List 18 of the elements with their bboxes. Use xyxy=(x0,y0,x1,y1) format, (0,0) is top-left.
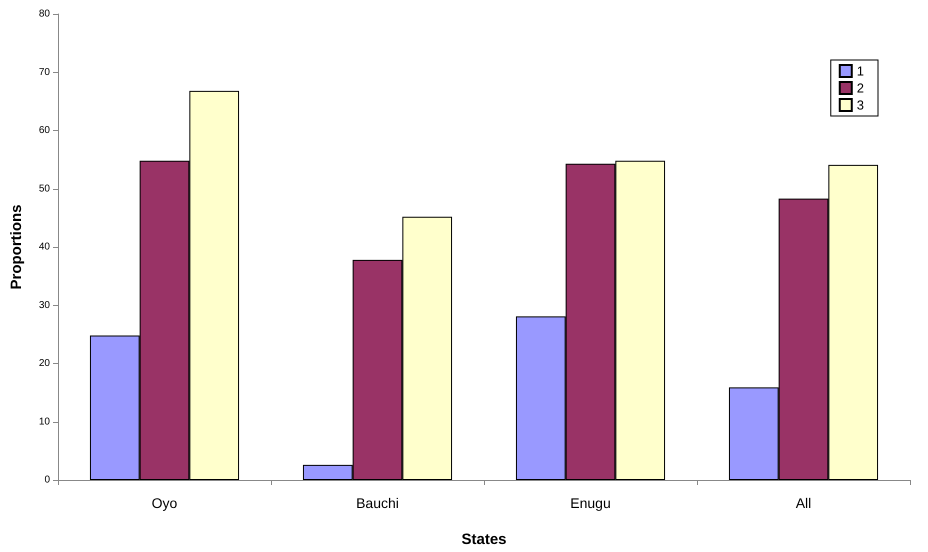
y-tick-label: 60 xyxy=(38,125,50,136)
x-tick-label: Bauchi xyxy=(356,495,399,511)
y-tick-label: 20 xyxy=(38,358,50,369)
y-tick-label: 30 xyxy=(38,300,50,311)
y-tick-label: 70 xyxy=(38,66,50,78)
y-tick-label: 0 xyxy=(44,474,50,486)
legend-label: 3 xyxy=(856,98,864,112)
legend-label: 2 xyxy=(856,80,864,96)
x-tick-label: All xyxy=(796,495,812,511)
y-tick-label: 10 xyxy=(38,416,50,428)
x-tick-label: Enugu xyxy=(570,495,611,511)
x-axis-title: States xyxy=(461,531,507,548)
y-tick-label: 80 xyxy=(38,8,50,20)
x-tick-label: Oyo xyxy=(152,495,178,511)
y-axis-title: Proportions xyxy=(8,204,25,290)
legend-label: 1 xyxy=(856,64,864,78)
y-tick-label: 40 xyxy=(38,242,50,252)
y-tick-label: 50 xyxy=(38,183,50,194)
